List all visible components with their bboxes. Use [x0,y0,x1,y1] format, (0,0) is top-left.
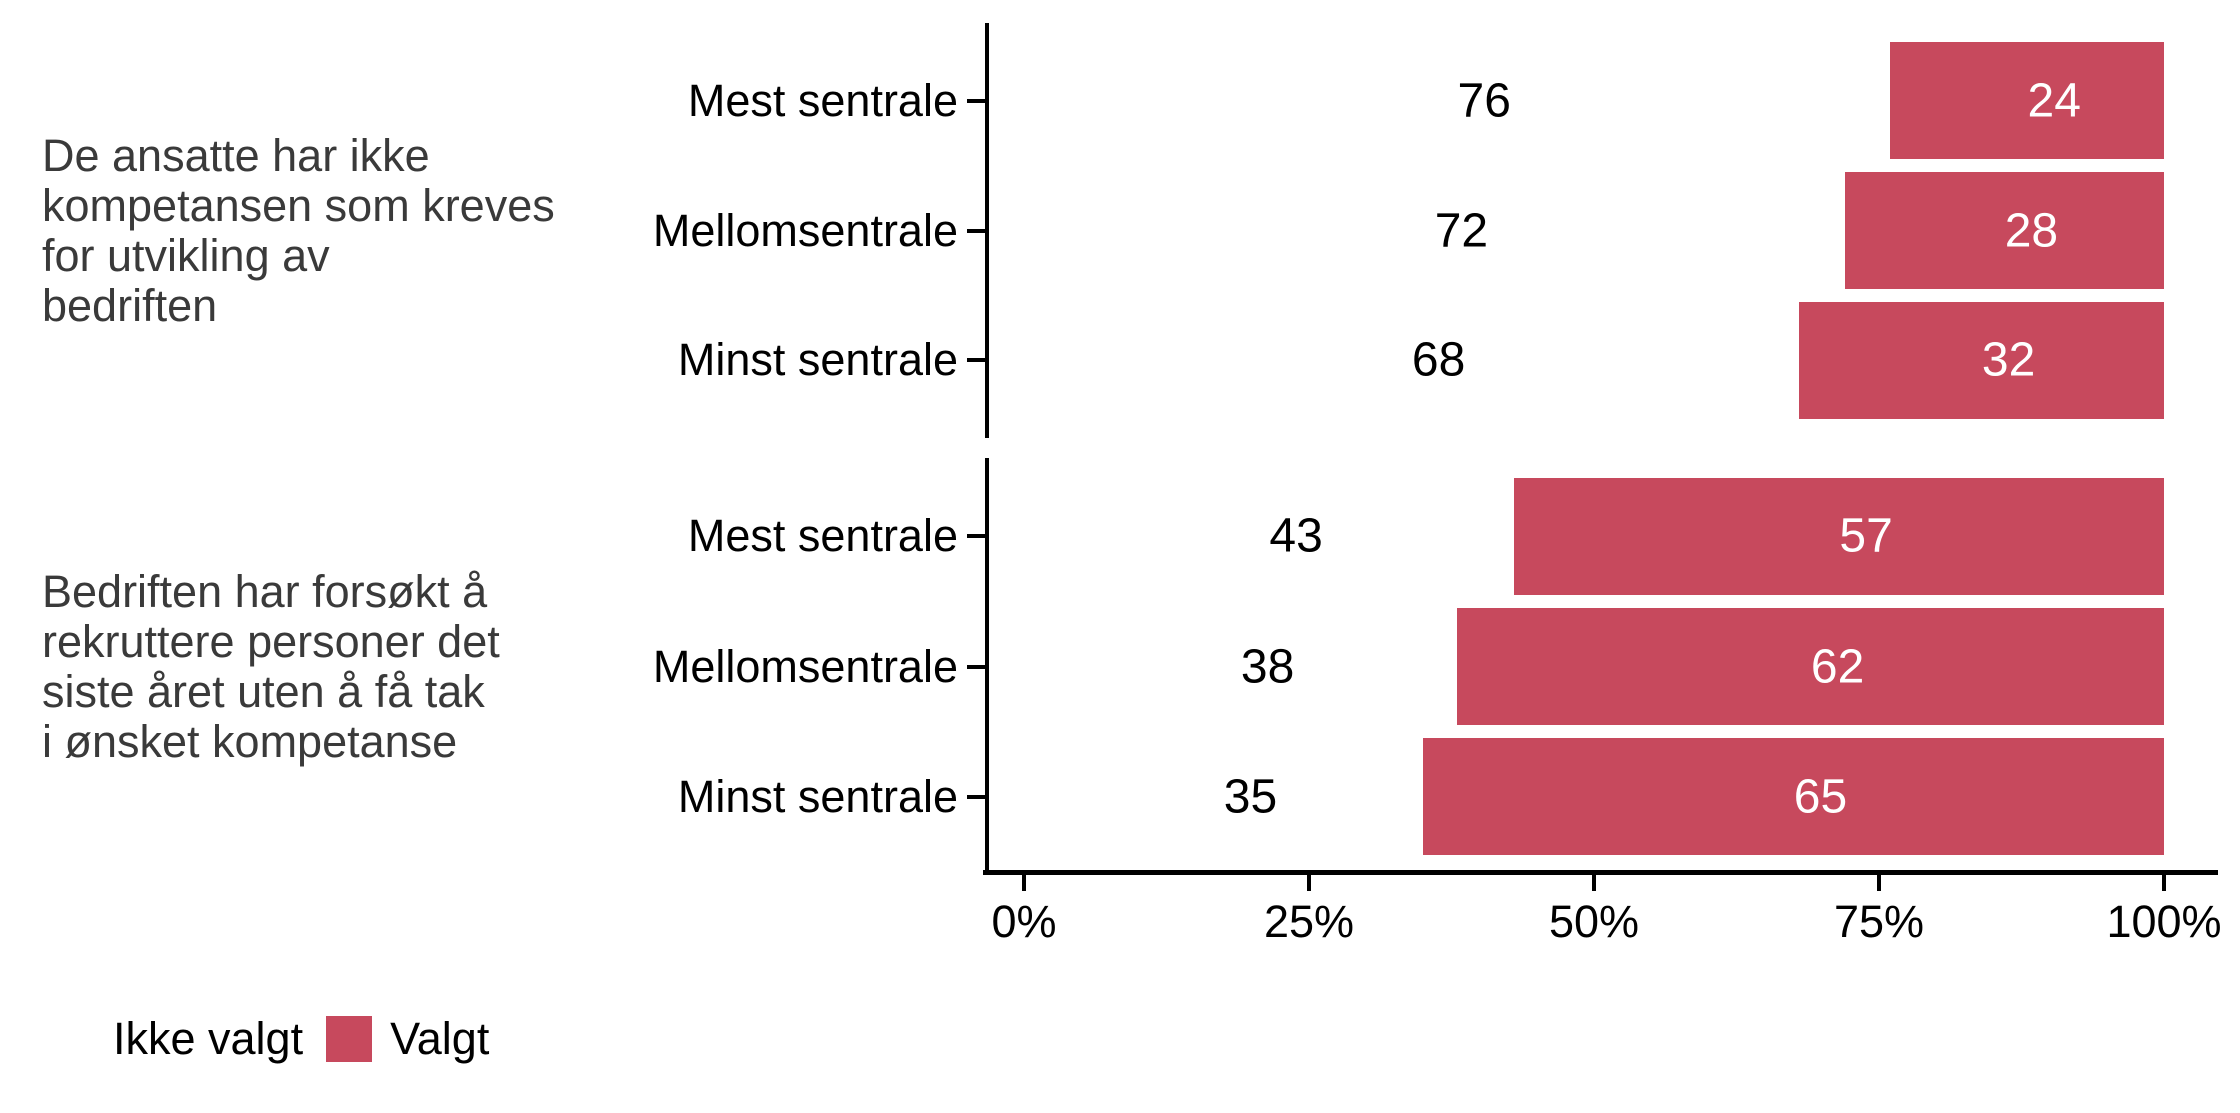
y-axis-tick [967,228,985,233]
bar-label-ikke-valgt: 76 [1457,74,1511,128]
x-axis-line [983,870,2218,875]
x-axis-tick [1592,875,1596,891]
bar-segment-valgt [1799,301,2164,419]
x-axis-tick [1022,875,1026,891]
facet-label: De ansatte har ikke kompetansen som krev… [42,129,555,331]
y-axis-tick [967,534,985,539]
bar-label-valgt: 62 [1810,640,1865,693]
bar-label-ikke-valgt: 38 [1240,640,1295,693]
category-label: Minst sentrale [677,334,958,386]
x-axis-tick [1877,875,1881,891]
y-axis-line [985,23,989,438]
bar-segment-valgt [1457,608,2164,725]
category-label: Mellomsentrale [652,204,958,256]
x-axis-tick-label: 75% [1833,896,1925,947]
y-axis-tick [967,794,985,799]
x-axis-tick-label: 50% [1548,896,1640,947]
x-axis-tick [2162,875,2166,891]
bar-label-valgt: 57 [1839,509,1893,563]
y-axis-tick [967,358,985,363]
x-axis-tick-label: 0% [991,896,1057,947]
bar-segment-valgt [1423,738,2164,856]
category-label: Mest sentrale [687,74,958,126]
legend-swatch-valgt [326,1016,373,1062]
bar-label-valgt: 32 [1981,333,2036,387]
legend-label-ikke-valgt: Ikke valgt [113,1013,304,1064]
bar-label-ikke-valgt: 68 [1411,333,1466,387]
legend-label-valgt: Valgt [390,1013,490,1064]
bar-label-ikke-valgt: 72 [1434,204,1489,257]
bar-segment-valgt [1890,42,2164,160]
y-axis-tick [967,664,985,669]
bar-segment-valgt [1844,172,2164,289]
bar-segment-valgt [1514,477,2164,595]
category-label: Mellomsentrale [652,640,958,692]
bar-label-valgt: 28 [2004,204,2059,257]
facet-label: Bedriften har forsøkt å rekruttere perso… [42,565,500,767]
bar-label-ikke-valgt: 43 [1269,509,1323,563]
x-axis-tick-label: 25% [1263,896,1355,947]
legend-swatch-ikke-valgt [55,1016,101,1062]
bar-label-valgt: 24 [2027,74,2081,128]
bar-label-ikke-valgt: 35 [1223,770,1278,824]
x-axis-tick [1307,875,1311,891]
x-axis-tick-label: 100% [2106,896,2222,947]
category-label: Minst sentrale [677,770,958,822]
legend: Ikke valgt Valgt [55,1013,490,1064]
bar-label-valgt: 65 [1793,770,1848,824]
category-label: Mest sentrale [687,510,958,562]
y-axis-line [985,458,989,875]
y-axis-tick [967,98,985,103]
